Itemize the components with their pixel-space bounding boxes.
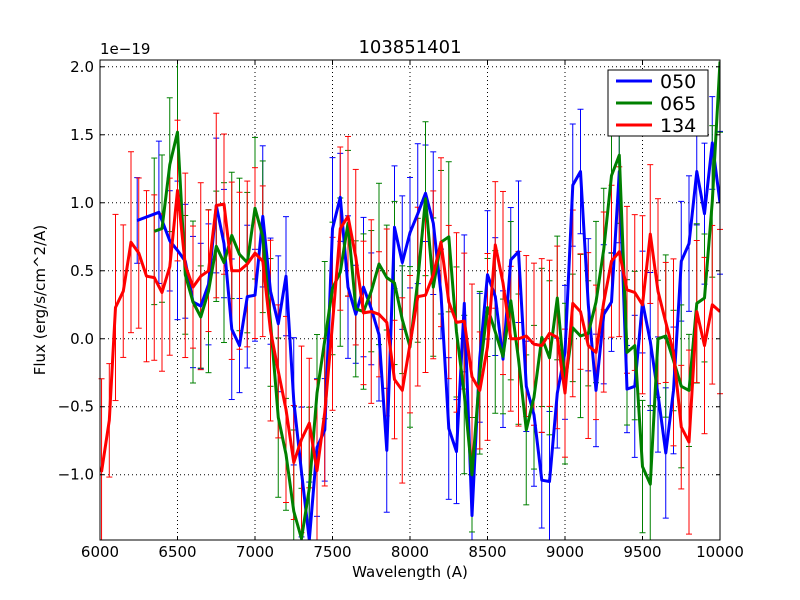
y-tick-label: −1.0: [58, 466, 94, 484]
y-tick-label: 0.0: [70, 330, 94, 348]
legend-label-134: 134: [660, 115, 696, 137]
x-axis-label: Wavelength (A): [352, 563, 468, 581]
y-tick-label: 1.5: [70, 126, 94, 144]
x-tick-label: 10000: [696, 543, 744, 561]
x-tick-label: 8000: [391, 543, 429, 561]
x-tick-label: 6500: [158, 543, 196, 561]
series-lines: [100, 61, 720, 540]
series-line-134: [100, 189, 720, 473]
legend-label-065: 065: [660, 93, 696, 115]
chart-title: 103851401: [358, 37, 461, 58]
x-tick-label: 9500: [623, 543, 661, 561]
x-tick-label: 7500: [313, 543, 351, 561]
legend-label-050: 050: [660, 71, 696, 93]
x-tick-label: 8500: [468, 543, 506, 561]
axis-ticks: 6000 6500 7000 7500 8000 8500 9000 9500 10000 −1.…: [58, 58, 744, 561]
x-tick-label: 6000: [81, 543, 119, 561]
y-axis-label: Flux (erg/s/cm^2/A): [31, 225, 49, 376]
y-tick-label: 2.0: [70, 58, 94, 76]
y-tick-label: 0.5: [70, 262, 94, 280]
y-tick-label: −0.5: [58, 398, 94, 416]
legend: 050 065 134: [607, 69, 709, 137]
x-tick-label: 7000: [236, 543, 274, 561]
x-tick-label: 9000: [546, 543, 584, 561]
y-scale-offset: 1e−19: [100, 40, 150, 58]
y-tick-label: 1.0: [70, 194, 94, 212]
